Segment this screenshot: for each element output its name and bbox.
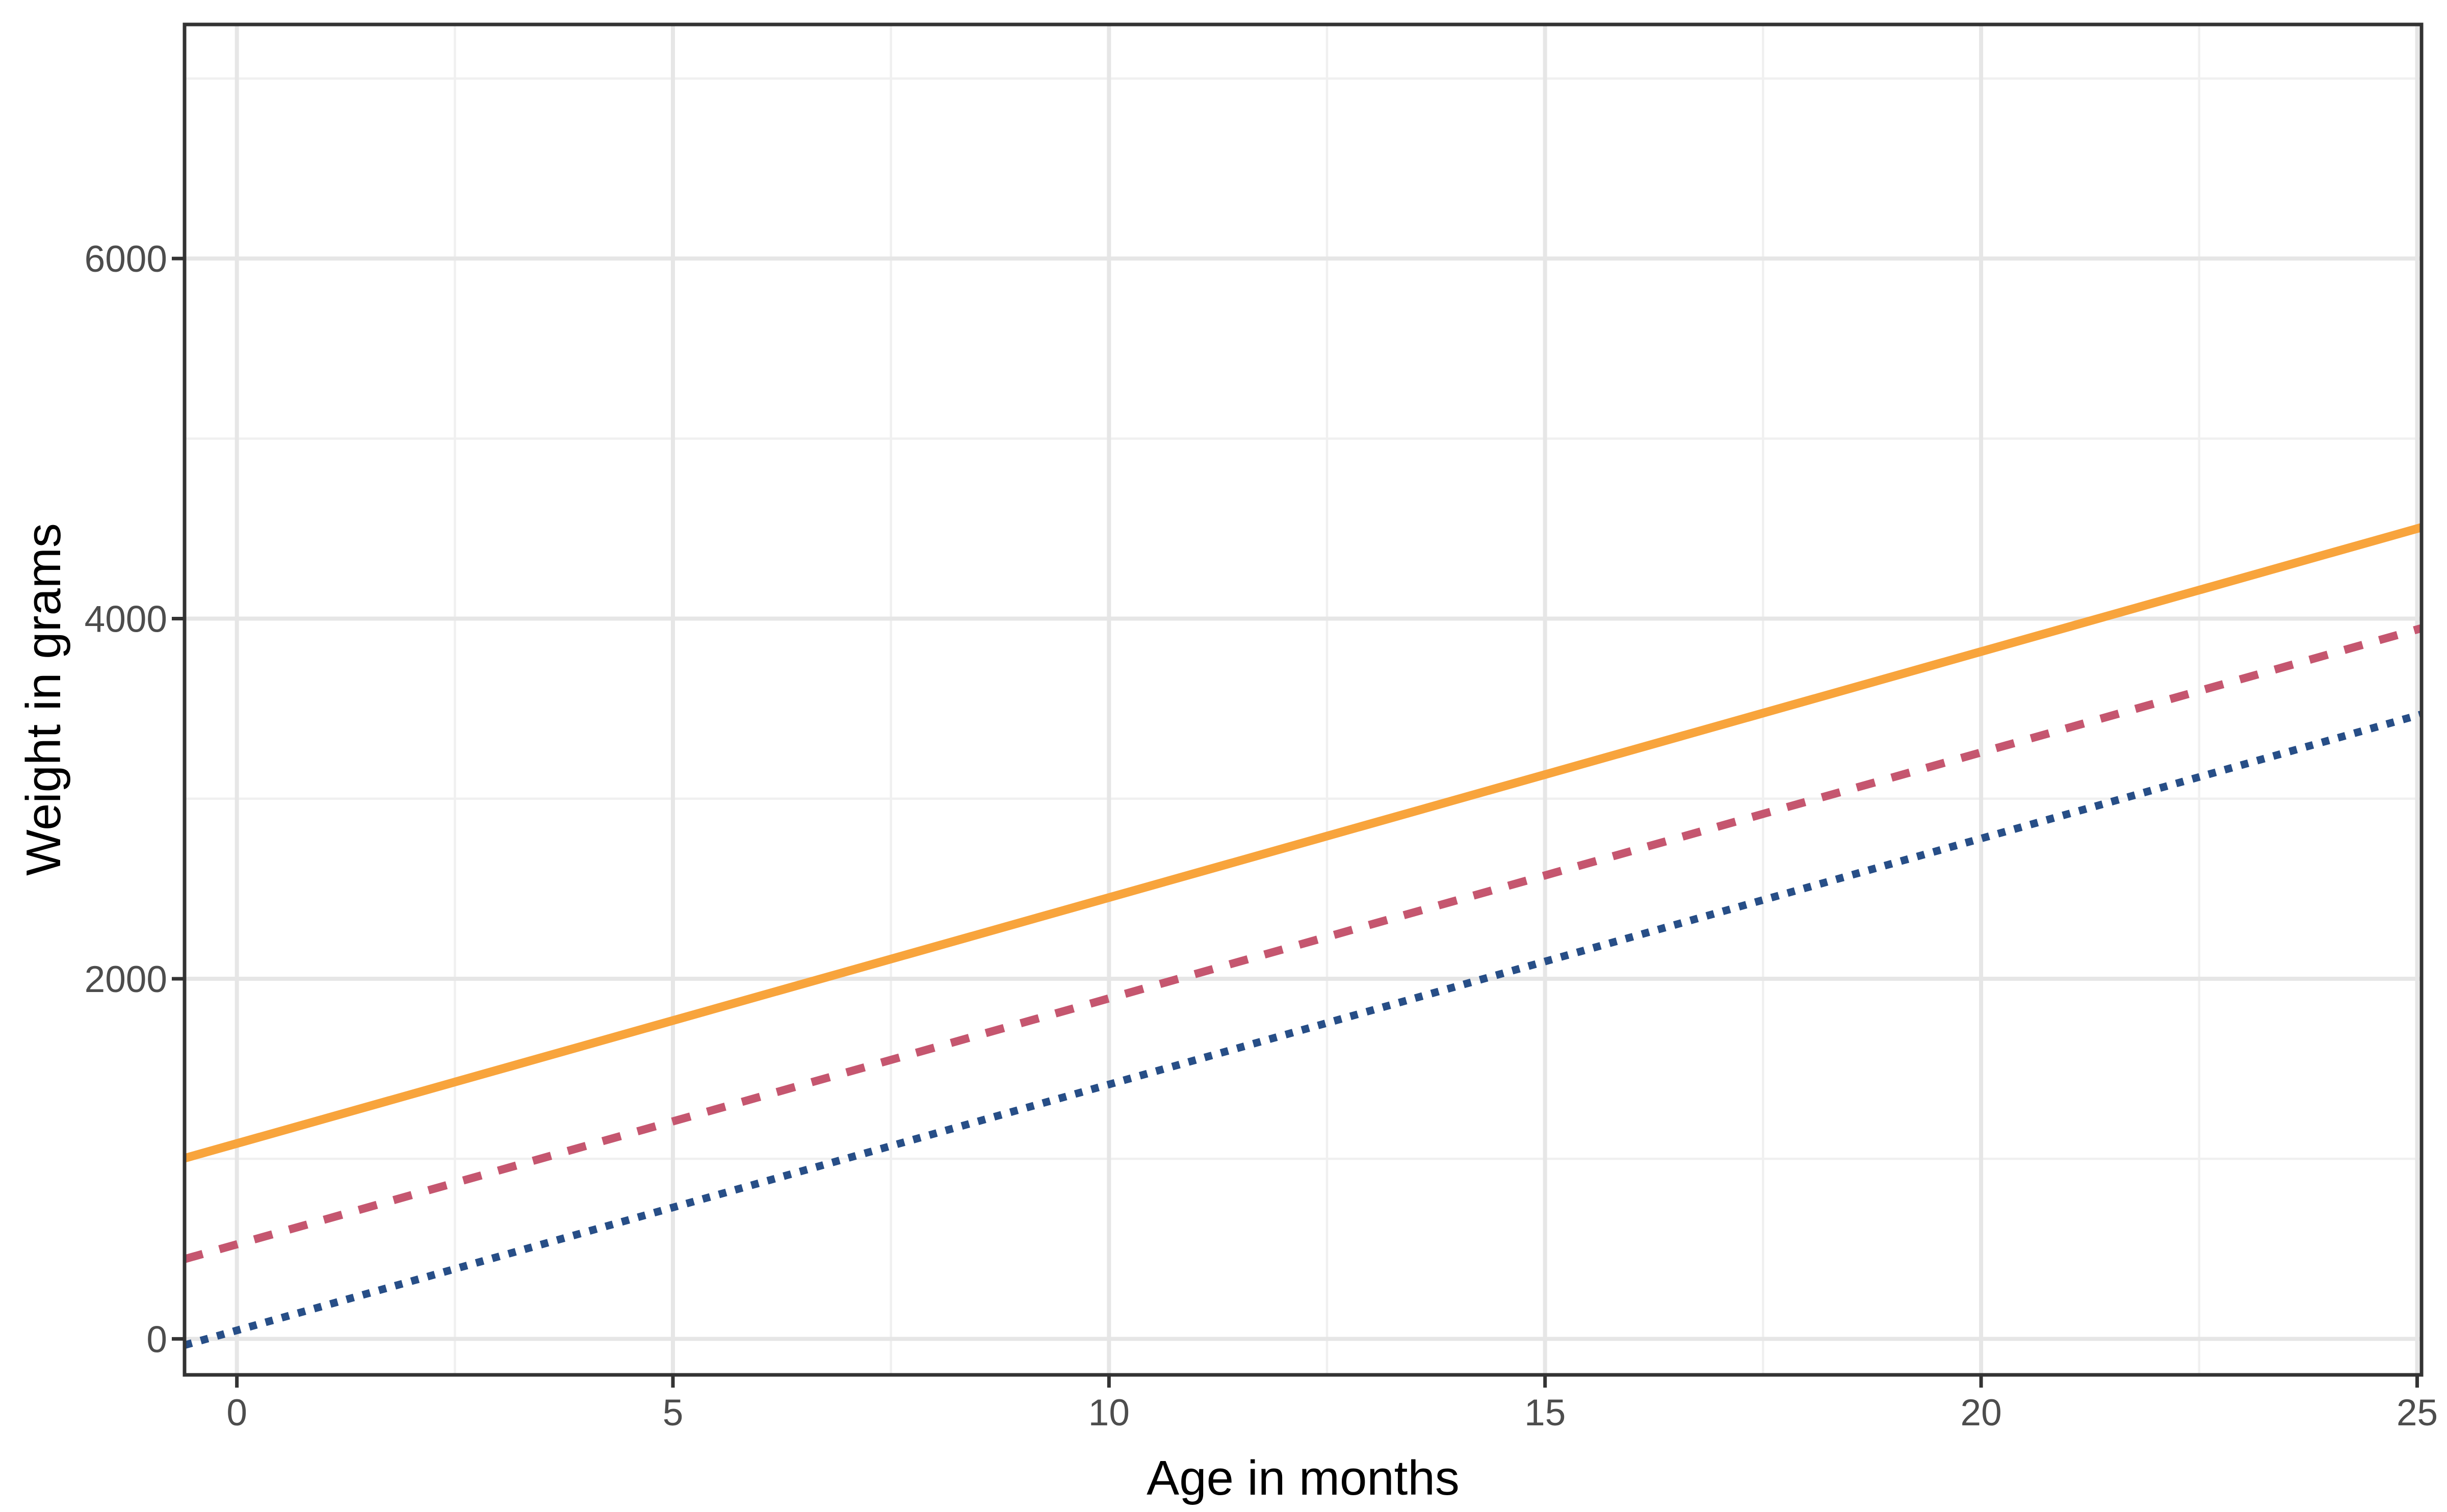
series-lower-line-dotted-navy: [183, 710, 2423, 1349]
x-axis-title: Age in months: [1147, 1451, 1460, 1505]
data-series-lines: [183, 523, 2423, 1349]
y-tick-label: 6000: [85, 239, 167, 280]
y-tick-label: 0: [146, 1319, 167, 1360]
major-gridlines: [185, 24, 2422, 1375]
x-axis-tick-labels: 0 5 10 15 20 25: [226, 1392, 2438, 1433]
y-axis-tick-labels: 0 2000 4000 6000: [85, 239, 167, 1360]
y-axis-title: Weight in grams: [16, 523, 71, 876]
y-tick-label: 4000: [85, 599, 167, 640]
series-upper-line-solid-orange: [183, 523, 2423, 1163]
x-tick-label: 10: [1088, 1392, 1130, 1433]
x-tick-label: 0: [226, 1392, 247, 1433]
x-tick-label: 25: [2397, 1392, 2438, 1433]
series-middle-line-dashed-rose: [183, 624, 2423, 1263]
axis-tick-marks: [172, 256, 2419, 1388]
minor-gridlines: [185, 24, 2422, 1375]
y-tick-label: 2000: [85, 959, 167, 1000]
panel-border: [183, 22, 2424, 1377]
x-tick-label: 5: [663, 1392, 684, 1433]
x-tick-label: 20: [1960, 1392, 2001, 1433]
x-tick-label: 15: [1524, 1392, 1566, 1433]
